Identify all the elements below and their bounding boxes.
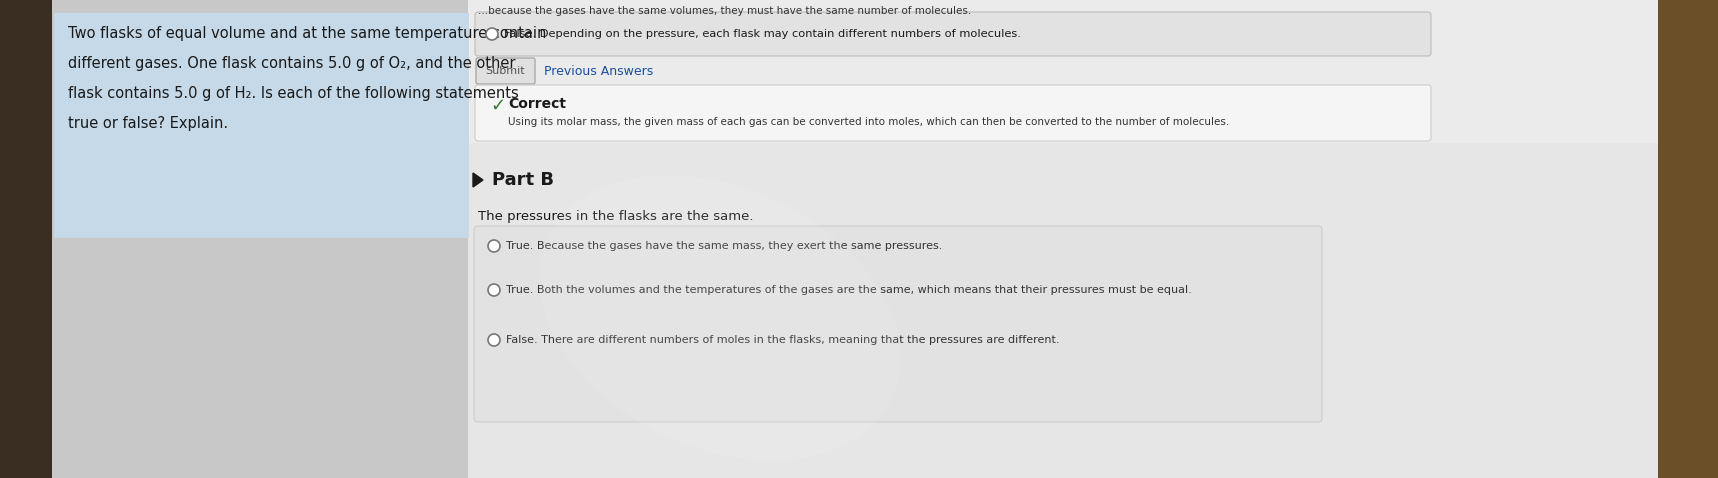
Text: Previous Answers: Previous Answers <box>545 65 653 77</box>
FancyBboxPatch shape <box>474 85 1431 141</box>
Text: Using its molar mass, the given mass of each gas can be converted into moles, wh: Using its molar mass, the given mass of … <box>509 117 1230 127</box>
FancyBboxPatch shape <box>0 0 52 478</box>
Circle shape <box>488 284 500 296</box>
Text: False. There are different numbers of moles in the flasks, meaning that the pres: False. There are different numbers of mo… <box>507 335 1060 345</box>
Text: different gases. One flask contains 5.0 g of O₂, and the other: different gases. One flask contains 5.0 … <box>69 56 515 71</box>
Text: true or false? Explain.: true or false? Explain. <box>69 116 228 131</box>
Text: Submit: Submit <box>484 66 524 76</box>
Circle shape <box>488 240 500 252</box>
Text: Correct: Correct <box>509 97 565 111</box>
Text: ✓: ✓ <box>490 97 505 115</box>
Text: True. Both the volumes and the temperatures of the gases are the same, which mea: True. Both the volumes and the temperatu… <box>507 285 1192 295</box>
Text: ...because the gases have the same volumes, they must have the same number of mo: ...because the gases have the same volum… <box>478 6 971 16</box>
Circle shape <box>488 334 500 346</box>
FancyBboxPatch shape <box>467 0 1658 478</box>
Circle shape <box>486 28 498 40</box>
Polygon shape <box>472 173 483 187</box>
FancyBboxPatch shape <box>474 226 1321 422</box>
FancyBboxPatch shape <box>1658 0 1718 478</box>
FancyBboxPatch shape <box>467 143 1658 478</box>
FancyBboxPatch shape <box>474 12 1431 56</box>
Text: False. Depending on the pressure, each flask may contain different numbers of mo: False. Depending on the pressure, each f… <box>503 29 1020 39</box>
Text: Part B: Part B <box>491 171 553 189</box>
Text: The pressures in the flasks are the same.: The pressures in the flasks are the same… <box>478 209 754 222</box>
Text: Two flasks of equal volume and at the same temperature contain: Two flasks of equal volume and at the sa… <box>69 26 546 41</box>
Text: True. Because the gases have the same mass, they exert the same pressures.: True. Because the gases have the same ma… <box>507 241 943 251</box>
FancyBboxPatch shape <box>476 58 534 84</box>
Ellipse shape <box>539 175 900 461</box>
Text: flask contains 5.0 g of H₂. Is each of the following statements: flask contains 5.0 g of H₂. Is each of t… <box>69 86 519 101</box>
FancyBboxPatch shape <box>53 13 469 238</box>
